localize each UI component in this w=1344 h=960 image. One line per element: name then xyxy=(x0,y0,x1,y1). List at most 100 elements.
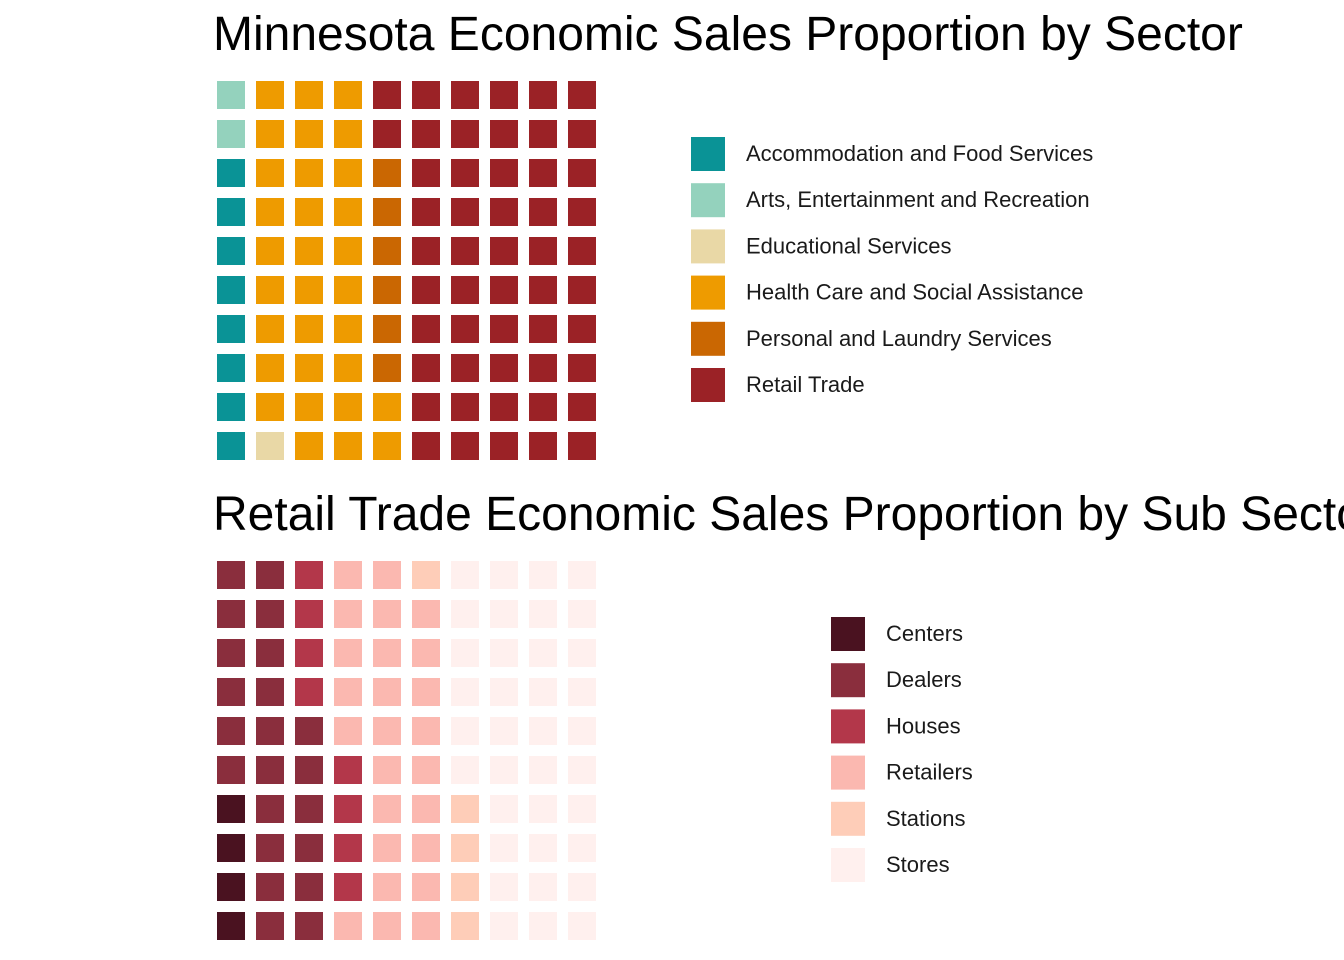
waffle-cell-retailers xyxy=(373,795,401,823)
waffle-cell-health-care-and-social-assistance xyxy=(334,432,362,460)
waffle-cell-retail-trade xyxy=(568,432,596,460)
legend-label-centers: Centers xyxy=(886,621,963,646)
waffle-cell-dealers xyxy=(256,834,284,862)
waffle-cell-dealers xyxy=(256,873,284,901)
waffle-cell-retail-trade xyxy=(412,81,440,109)
waffle-cell-centers xyxy=(217,795,245,823)
waffle-cell-retailers xyxy=(412,600,440,628)
waffle-cell-accommodation-and-food-services xyxy=(217,237,245,265)
waffle-cell-health-care-and-social-assistance xyxy=(334,237,362,265)
legend-label-accommodation-and-food-services: Accommodation and Food Services xyxy=(746,141,1093,166)
waffle-cell-retail-trade xyxy=(490,120,518,148)
waffle-cell-retail-trade xyxy=(451,276,479,304)
waffle-cell-retail-trade xyxy=(451,354,479,382)
waffle-cell-health-care-and-social-assistance xyxy=(334,198,362,226)
waffle-cell-retail-trade xyxy=(568,354,596,382)
waffle-cell-health-care-and-social-assistance xyxy=(295,393,323,421)
waffle-cell-houses xyxy=(295,600,323,628)
waffle-cell-retail-trade xyxy=(568,315,596,343)
waffle-cell-retail-trade xyxy=(490,393,518,421)
waffle-cell-retail-trade xyxy=(451,237,479,265)
waffle-cell-centers xyxy=(217,873,245,901)
legend-label-arts-entertainment-and-recreation: Arts, Entertainment and Recreation xyxy=(746,187,1090,212)
waffle-cell-dealers xyxy=(256,639,284,667)
waffle-cell-retail-trade xyxy=(490,315,518,343)
waffle-cell-retailers xyxy=(334,678,362,706)
waffle-cell-dealers xyxy=(256,756,284,784)
waffle-cell-stores xyxy=(529,678,557,706)
waffle-cell-retailers xyxy=(412,717,440,745)
waffle-cell-stores xyxy=(490,561,518,589)
waffle-cell-retail-trade xyxy=(412,159,440,187)
subsector-waffle-panel: Retail Trade Economic Sales Proportion b… xyxy=(213,488,1344,940)
waffle-cell-retail-trade xyxy=(529,276,557,304)
waffle-cell-stores xyxy=(490,873,518,901)
waffle-cell-retail-trade xyxy=(529,315,557,343)
waffle-cell-retailers xyxy=(412,834,440,862)
waffle-cell-retailers xyxy=(373,717,401,745)
waffle-cell-retail-trade xyxy=(490,198,518,226)
sector-waffle-panel: Minnesota Economic Sales Proportion by S… xyxy=(213,8,1243,460)
waffle-cell-retailers xyxy=(334,639,362,667)
waffle-cell-personal-and-laundry-services xyxy=(373,315,401,343)
sector-legend: Accommodation and Food Services Arts, Ent… xyxy=(691,137,1093,402)
waffle-cell-retail-trade xyxy=(568,159,596,187)
waffle-cell-stations xyxy=(451,795,479,823)
waffle-cell-stores xyxy=(529,873,557,901)
waffle-cell-stores xyxy=(529,561,557,589)
waffle-cell-health-care-and-social-assistance xyxy=(295,315,323,343)
waffle-cell-health-care-and-social-assistance xyxy=(334,81,362,109)
waffle-cell-accommodation-and-food-services xyxy=(217,354,245,382)
legend-swatch-stations xyxy=(831,801,865,836)
waffle-cell-retailers xyxy=(373,912,401,940)
waffle-cell-stores xyxy=(451,678,479,706)
waffle-cell-retail-trade xyxy=(412,354,440,382)
legend-swatch-personal-and-laundry-services xyxy=(691,321,725,356)
waffle-cell-dealers xyxy=(256,600,284,628)
legend-label-retailers: Retailers xyxy=(886,760,973,785)
waffle-cell-arts-entertainment-and-recreation xyxy=(217,81,245,109)
waffle-cell-health-care-and-social-assistance xyxy=(295,432,323,460)
waffle-cell-retail-trade xyxy=(451,393,479,421)
legend-label-stores: Stores xyxy=(886,852,950,877)
waffle-cell-retail-trade xyxy=(529,81,557,109)
waffle-cell-retailers xyxy=(334,561,362,589)
waffle-cell-stores xyxy=(529,912,557,940)
chart-title-sector: Minnesota Economic Sales Proportion by S… xyxy=(213,8,1243,61)
legend-label-dealers: Dealers xyxy=(886,667,962,692)
waffle-cell-health-care-and-social-assistance xyxy=(256,315,284,343)
waffle-cell-retail-trade xyxy=(568,81,596,109)
waffle-cell-accommodation-and-food-services xyxy=(217,159,245,187)
waffle-cell-houses xyxy=(295,561,323,589)
legend-swatch-educational-services xyxy=(691,229,725,264)
waffle-cell-health-care-and-social-assistance xyxy=(256,159,284,187)
waffle-cell-dealers xyxy=(256,678,284,706)
legend-label-retail-trade: Retail Trade xyxy=(746,372,865,397)
waffle-cell-retailers xyxy=(334,600,362,628)
waffle-cell-health-care-and-social-assistance xyxy=(295,237,323,265)
waffle-cell-retail-trade xyxy=(451,81,479,109)
waffle-cell-retailers xyxy=(412,678,440,706)
waffle-cell-dealers xyxy=(217,600,245,628)
waffle-cell-retailers xyxy=(373,834,401,862)
waffle-cell-health-care-and-social-assistance xyxy=(334,393,362,421)
waffle-cell-retail-trade xyxy=(568,120,596,148)
waffle-cell-health-care-and-social-assistance xyxy=(295,198,323,226)
waffle-cell-dealers xyxy=(217,561,245,589)
waffle-cell-stores xyxy=(568,561,596,589)
waffle-cell-dealers xyxy=(295,912,323,940)
waffle-cell-educational-services xyxy=(256,432,284,460)
waffle-cell-retail-trade xyxy=(412,276,440,304)
waffle-cell-accommodation-and-food-services xyxy=(217,315,245,343)
waffle-cell-dealers xyxy=(217,717,245,745)
waffle-cell-stores xyxy=(451,600,479,628)
legend-swatch-retailers xyxy=(831,755,865,790)
waffle-cell-retail-trade xyxy=(568,237,596,265)
waffle-cell-retail-trade xyxy=(373,81,401,109)
waffle-cell-stores xyxy=(529,795,557,823)
waffle-cell-centers xyxy=(217,834,245,862)
waffle-cell-stores xyxy=(568,717,596,745)
waffle-cell-stores xyxy=(568,600,596,628)
waffle-cell-health-care-and-social-assistance xyxy=(256,237,284,265)
